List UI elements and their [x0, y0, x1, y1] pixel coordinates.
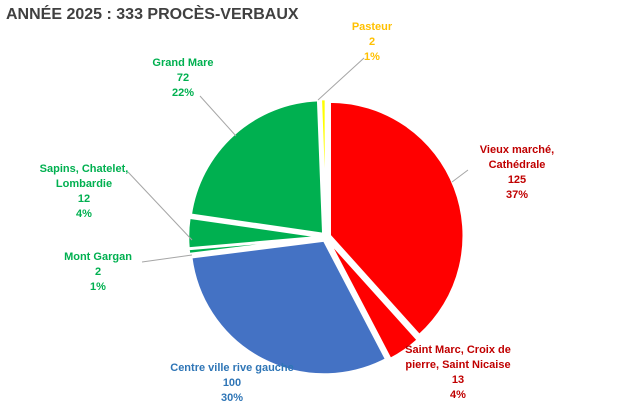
percent-label: 30% [220, 392, 244, 404]
percent-label: 37% [505, 189, 529, 201]
value-label: 2 [368, 36, 376, 48]
pie-slice [328, 100, 465, 337]
percent-label: 1% [90, 281, 106, 293]
pie-slice [319, 97, 328, 234]
chart-title: ANNÉE 2025 : 333 PROCÈS-VERBAUX [6, 6, 299, 23]
category-label: Saint Marc, Croix de pierre, Saint Nicai… [405, 344, 511, 371]
category-label: Mont Gargan [64, 251, 132, 263]
data-label: Grand Mare 72 22% [133, 56, 233, 101]
percent-label: 22% [171, 87, 195, 99]
value-label: 125 [507, 174, 527, 186]
category-label: Sapins, Chatelet, Lombardie [39, 163, 129, 190]
category-label: Grand Mare [152, 57, 214, 69]
category-label: Centre ville rive gauche [170, 362, 294, 374]
value-label: 13 [451, 374, 465, 386]
leader-line [199, 95, 237, 137]
percent-label: 4% [76, 208, 92, 220]
data-label: Vieux marché, Cathédrale 125 37% [462, 143, 572, 203]
leader-line [317, 57, 365, 101]
percent-label: 1% [364, 51, 380, 63]
pie-slice [327, 239, 420, 361]
category-label: Pasteur [351, 21, 393, 33]
leader-line [451, 169, 469, 183]
pie-slice [189, 98, 325, 236]
data-label: Saint Marc, Croix de pierre, Saint Nicai… [403, 343, 513, 403]
pie-slice [186, 216, 323, 250]
data-label: Centre ville rive gauche 100 30% [162, 361, 302, 406]
data-label: Mont Gargan 2 1% [53, 250, 143, 295]
percent-label: 4% [450, 389, 466, 401]
value-label: 100 [222, 377, 242, 389]
value-label: 12 [77, 193, 91, 205]
category-label: Vieux marché, Cathédrale [479, 144, 555, 171]
leader-line [141, 254, 193, 263]
data-label: Sapins, Chatelet, Lombardie 12 4% [34, 162, 134, 222]
leader-line [127, 171, 193, 241]
data-label: Pasteur 2 1% [342, 20, 402, 65]
value-label: 2 [94, 266, 102, 278]
pie-slice [189, 239, 388, 376]
value-label: 72 [176, 72, 190, 84]
